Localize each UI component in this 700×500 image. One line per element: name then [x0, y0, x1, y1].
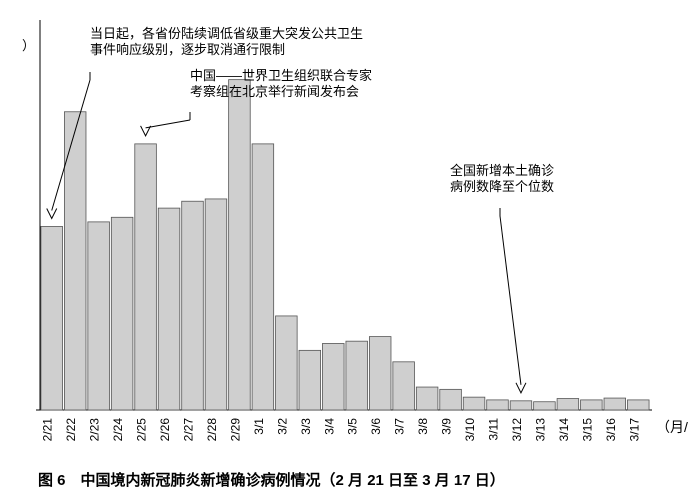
x-tick-label: 3/6	[369, 418, 383, 435]
x-tick-label: 3/11	[487, 418, 501, 441]
bar	[88, 222, 110, 410]
bar	[229, 80, 251, 410]
chart-container: ） 2/21 2/22 2/23 2/24 2/25 2/26 2/27 2/28 2/29 3/1…	[0, 0, 700, 500]
bar	[534, 402, 556, 410]
bar	[276, 316, 298, 410]
bar	[369, 337, 391, 410]
x-tick-label: 2/23	[88, 418, 102, 442]
x-tick-label: 3/5	[346, 418, 360, 435]
annotation-text: 病例数降至个位数	[450, 179, 554, 194]
bar	[205, 199, 227, 410]
x-tick-label: 2/26	[158, 418, 172, 442]
x-tick-label: 3/13	[533, 418, 547, 442]
bar	[604, 398, 626, 410]
x-tick-label: 3/3	[299, 418, 313, 435]
bar	[416, 387, 438, 410]
annotation-text: 事件响应级别，逐步取消通行限制	[90, 42, 285, 57]
x-tick-label: 3/9	[440, 418, 454, 435]
bar	[111, 217, 133, 410]
bar	[135, 144, 157, 410]
xaxis-unit-label: （月/	[656, 419, 688, 435]
chart-caption: 图 6 中国境内新冠肺炎新增确诊病例情况（2 月 21 日至 3 月 17 日）	[38, 471, 505, 489]
bar	[440, 389, 462, 410]
x-tick-label: 3/7	[393, 418, 407, 435]
x-tick-label: 2/27	[182, 418, 196, 442]
bar	[581, 400, 603, 410]
bar	[346, 341, 368, 410]
annotation-text: 全国新增本土确诊	[450, 163, 554, 178]
x-tick-label: 3/14	[557, 418, 571, 442]
bar	[487, 400, 509, 410]
bar	[393, 362, 415, 410]
annotation-text: 当日起，各省份陆续调低省级重大突发公共卫生	[90, 26, 363, 41]
x-tick-label: 3/4	[322, 418, 336, 435]
bar	[299, 350, 321, 410]
x-tick-label: 2/28	[205, 418, 219, 442]
x-tick-label: 2/21	[41, 418, 55, 442]
yaxis-crop-hint: ）	[22, 38, 35, 53]
bar	[463, 397, 485, 410]
x-tick-label: 2/25	[135, 418, 149, 442]
x-tick-label: 3/17	[627, 418, 641, 442]
bar	[158, 208, 180, 410]
x-tick-label: 2/22	[64, 418, 78, 442]
x-tick-label: 2/29	[228, 418, 242, 442]
x-tick-label: 3/8	[416, 418, 430, 435]
x-tick-label: 3/2	[275, 418, 289, 435]
bar	[627, 400, 649, 410]
bar-chart: ） 2/21 2/22 2/23 2/24 2/25 2/26 2/27 2/28 2/29 3/1…	[0, 0, 700, 500]
bar	[252, 144, 274, 410]
x-tick-label: 3/15	[580, 418, 594, 442]
x-tick-label: 3/10	[463, 418, 477, 442]
bar	[322, 343, 344, 410]
annotation-text: 考察组在北京举行新闻发布会	[190, 84, 359, 99]
bar	[557, 399, 579, 410]
bar	[41, 226, 63, 410]
x-tick-label: 3/16	[604, 418, 618, 442]
bar	[510, 401, 532, 410]
x-tick-label: 3/12	[510, 418, 524, 442]
annotation-text: 中国——世界卫生组织联合专家	[190, 68, 372, 83]
x-tick-label: 3/1	[252, 418, 266, 435]
x-tick-label: 2/24	[111, 418, 125, 442]
bar	[182, 201, 204, 410]
